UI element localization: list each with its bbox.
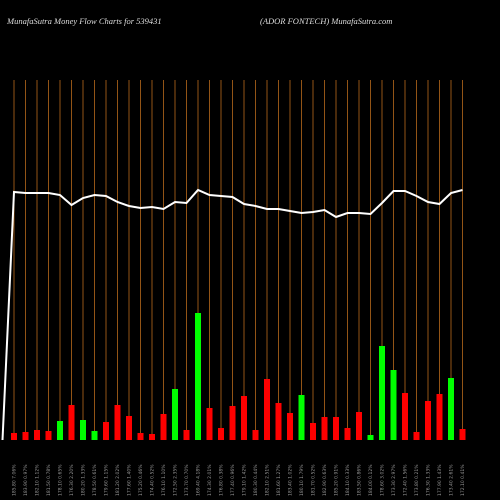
bar bbox=[68, 405, 75, 440]
x-tick-label: 183.40 1.02% bbox=[288, 464, 294, 496]
bar bbox=[11, 433, 17, 440]
bar bbox=[149, 434, 155, 440]
bar bbox=[195, 313, 201, 440]
bar bbox=[298, 395, 305, 440]
x-tick-label: 178.10 0.65% bbox=[58, 464, 64, 496]
x-tick-label: 181.20 2.02% bbox=[115, 464, 121, 496]
x-tick-label: 181.60 1.27% bbox=[276, 464, 282, 496]
bar bbox=[287, 413, 293, 440]
bar bbox=[448, 378, 454, 440]
bar bbox=[367, 435, 374, 440]
bar bbox=[114, 405, 121, 440]
x-tick-label: 177.60 1.40% bbox=[127, 464, 133, 496]
x-tick-label: 176.30 1.33% bbox=[426, 464, 432, 496]
x-tick-label: 174.40 0.52% bbox=[150, 464, 156, 496]
x-tick-label: 181.70 0.52% bbox=[311, 464, 317, 496]
x-tick-label: 173.40 2.61% bbox=[449, 464, 455, 496]
bar bbox=[379, 346, 385, 440]
bar bbox=[34, 430, 40, 440]
bar bbox=[321, 417, 328, 440]
line bbox=[1, 188, 463, 441]
x-tick-label: 178.60 3.02% bbox=[380, 464, 386, 496]
x-tick-label: 177.90 1.43% bbox=[437, 464, 443, 496]
x-tick-label: 174.30 2.01% bbox=[207, 464, 213, 496]
bar bbox=[206, 408, 213, 440]
bar bbox=[333, 417, 339, 440]
x-tick-label: 184.10 0.33% bbox=[345, 464, 351, 496]
bar bbox=[91, 431, 98, 440]
x-tick-label: 172.10 0.41% bbox=[460, 464, 466, 496]
chart-title: MunafaSutra Money Flow Charts for 539431 bbox=[6, 16, 162, 26]
x-tick-label: 172.50 2.35% bbox=[173, 464, 179, 496]
x-tick-label: 183.50 0.86% bbox=[357, 464, 363, 496]
bar bbox=[160, 414, 167, 440]
bar bbox=[183, 430, 190, 440]
bar bbox=[241, 396, 247, 440]
x-tick-label: 182.10 2.51% bbox=[265, 464, 271, 496]
x-tick-label: 180.20 1.33% bbox=[81, 464, 87, 496]
bar bbox=[413, 432, 420, 440]
bar bbox=[45, 431, 52, 440]
bar bbox=[425, 401, 431, 440]
bar bbox=[80, 420, 86, 440]
x-tick-label: 175.20 0.46% bbox=[138, 464, 144, 496]
x-tick-label: 173.70 0.70% bbox=[184, 464, 190, 496]
bar bbox=[126, 416, 132, 440]
bar bbox=[275, 403, 282, 440]
x-tick-label: 184.00 0.12% bbox=[368, 464, 374, 496]
bar bbox=[344, 428, 351, 440]
x-tick-label: 176.30 2.20% bbox=[69, 464, 75, 496]
x-tick-label: 173.30 2.97% bbox=[391, 464, 397, 496]
x-tick-label: 172.40 1.56% bbox=[403, 464, 409, 496]
x-tick-label: 176.80 0.38% bbox=[219, 464, 225, 496]
x-tick-label: 173.80 0.21% bbox=[414, 464, 420, 496]
x-tick-label: 179.60 1.15% bbox=[104, 464, 110, 496]
x-tick-label: 183.90 0.97% bbox=[23, 464, 29, 496]
bar bbox=[103, 422, 109, 440]
x-tick-label: 176.10 1.10% bbox=[161, 464, 167, 496]
bar bbox=[356, 412, 362, 440]
bar bbox=[22, 432, 29, 440]
x-tick-label: 181.50 0.78% bbox=[46, 464, 52, 496]
chart-subtitle: (ADOR FONTECH) MunafaSutra.com bbox=[260, 16, 392, 26]
bar bbox=[402, 393, 408, 440]
bar bbox=[57, 421, 63, 440]
x-tick-label: 177.40 0.96% bbox=[230, 464, 236, 496]
x-tick-label: 169.40 4.18% bbox=[196, 464, 202, 496]
bar bbox=[172, 389, 178, 440]
bar bbox=[229, 406, 236, 440]
x-tick-label: 185.20 0.91% bbox=[334, 464, 340, 496]
bar bbox=[218, 428, 224, 440]
bar bbox=[264, 379, 270, 440]
bar bbox=[390, 370, 397, 440]
bar bbox=[310, 423, 316, 440]
x-tick-label: 182.10 1.12% bbox=[35, 464, 41, 496]
x-tick-label: 180.10 1.79% bbox=[299, 464, 305, 496]
x-tick-label: 180.30 0.44% bbox=[253, 464, 259, 496]
bar bbox=[137, 433, 144, 440]
bar bbox=[436, 394, 443, 440]
x-tick-label: 178.50 0.61% bbox=[92, 464, 98, 496]
x-tick-label: 182.90 0.63% bbox=[322, 464, 328, 496]
x-tick-label: 185.80 7.06% bbox=[12, 464, 18, 496]
bar bbox=[252, 430, 259, 440]
bar bbox=[459, 429, 466, 440]
x-tick-label: 179.10 1.42% bbox=[242, 464, 248, 496]
